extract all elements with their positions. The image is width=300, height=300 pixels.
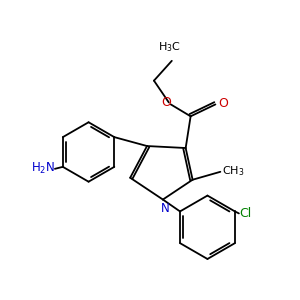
Text: O: O: [218, 97, 228, 110]
Text: H$_2$N: H$_2$N: [31, 161, 55, 176]
Text: N: N: [160, 202, 169, 215]
Text: H$_3$C: H$_3$C: [158, 40, 181, 54]
Text: CH$_3$: CH$_3$: [222, 164, 245, 178]
Text: O: O: [161, 96, 171, 109]
Text: Cl: Cl: [239, 207, 251, 220]
